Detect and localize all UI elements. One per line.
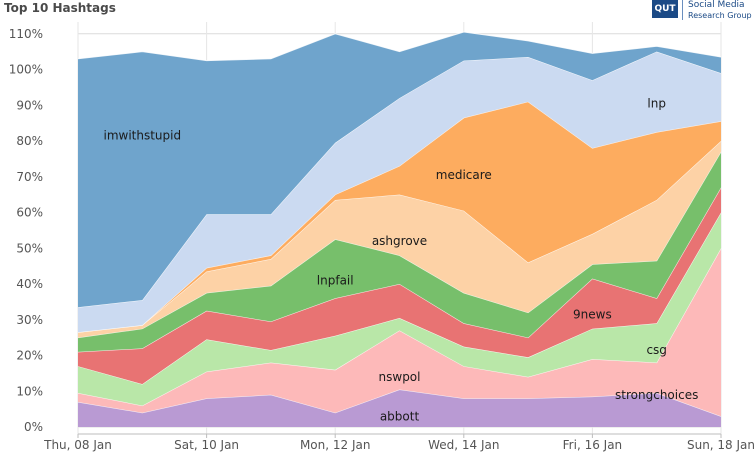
qut-logo: QUT Social Media Research Group <box>652 0 754 22</box>
area-lnpfail <box>78 151 721 352</box>
y-tick-label: 90% <box>16 98 43 112</box>
series-label-nswpol: nswpol <box>379 370 421 384</box>
y-tick-label: 110% <box>9 27 43 41</box>
logo-line-2: Research Group <box>688 11 752 20</box>
y-tick-label: 50% <box>16 241 43 255</box>
area-9news <box>78 187 721 385</box>
area-csg <box>78 212 721 406</box>
series-label-layer: imwithstupid lnp medicare ashgrove lnpfail 9n… <box>103 96 698 423</box>
series-label-medicare: medicare <box>436 168 492 182</box>
series-label-csg: csg <box>646 343 666 357</box>
area-edge-imwithstupid <box>77 31 722 62</box>
logo-divider <box>682 0 683 20</box>
series-label-abbott: abbott <box>380 409 420 423</box>
y-tick-label: 20% <box>16 349 43 363</box>
area-medicare <box>78 101 721 333</box>
y-tick-label: 70% <box>16 170 43 184</box>
x-tick-label: Fri, 16 Jan <box>563 438 623 452</box>
x-tick-label: Mon, 12 Jan <box>300 438 371 452</box>
y-tick-label: 100% <box>9 63 43 77</box>
logo-line-1: Social Media <box>688 0 745 10</box>
y-tick-label: 40% <box>16 277 43 291</box>
x-tick-label: Sun, 18 Jan <box>687 438 754 452</box>
area-layer <box>77 31 722 427</box>
y-tick-label: 0% <box>24 420 43 434</box>
series-label-lnp: lnp <box>647 96 666 110</box>
area-abbott <box>78 389 721 427</box>
y-tick-label: 60% <box>16 206 43 220</box>
area-lnp <box>78 51 721 333</box>
y-tick-label: 30% <box>16 313 43 327</box>
axis-layer: 0% 10% 20% 30% 40% 50% 60% 70% 80% 90% 100% 110% Thu… <box>9 27 754 452</box>
area-imwithstupid <box>78 32 721 308</box>
series-label-9news: 9news <box>573 307 612 321</box>
area-ashgrove <box>78 141 721 338</box>
y-tick-label: 80% <box>16 134 43 148</box>
series-label-strongchoices: strongchoices <box>615 388 698 402</box>
qut-logo-mark: QUT <box>652 0 678 18</box>
chart-title: Top 10 Hashtags <box>4 1 116 15</box>
series-label-lnpfail: lnpfail <box>317 273 354 287</box>
series-label-ashgrove: ashgrove <box>372 234 427 248</box>
x-tick-label: Thu, 08 Jan <box>43 438 112 452</box>
series-label-imwithstupid: imwithstupid <box>103 129 181 143</box>
x-tick-label: Wed, 14 Jan <box>428 438 499 452</box>
y-tick-label: 10% <box>16 384 43 398</box>
x-tick-label: Sat, 10 Jan <box>174 438 239 452</box>
area-strongchoices <box>78 248 721 417</box>
